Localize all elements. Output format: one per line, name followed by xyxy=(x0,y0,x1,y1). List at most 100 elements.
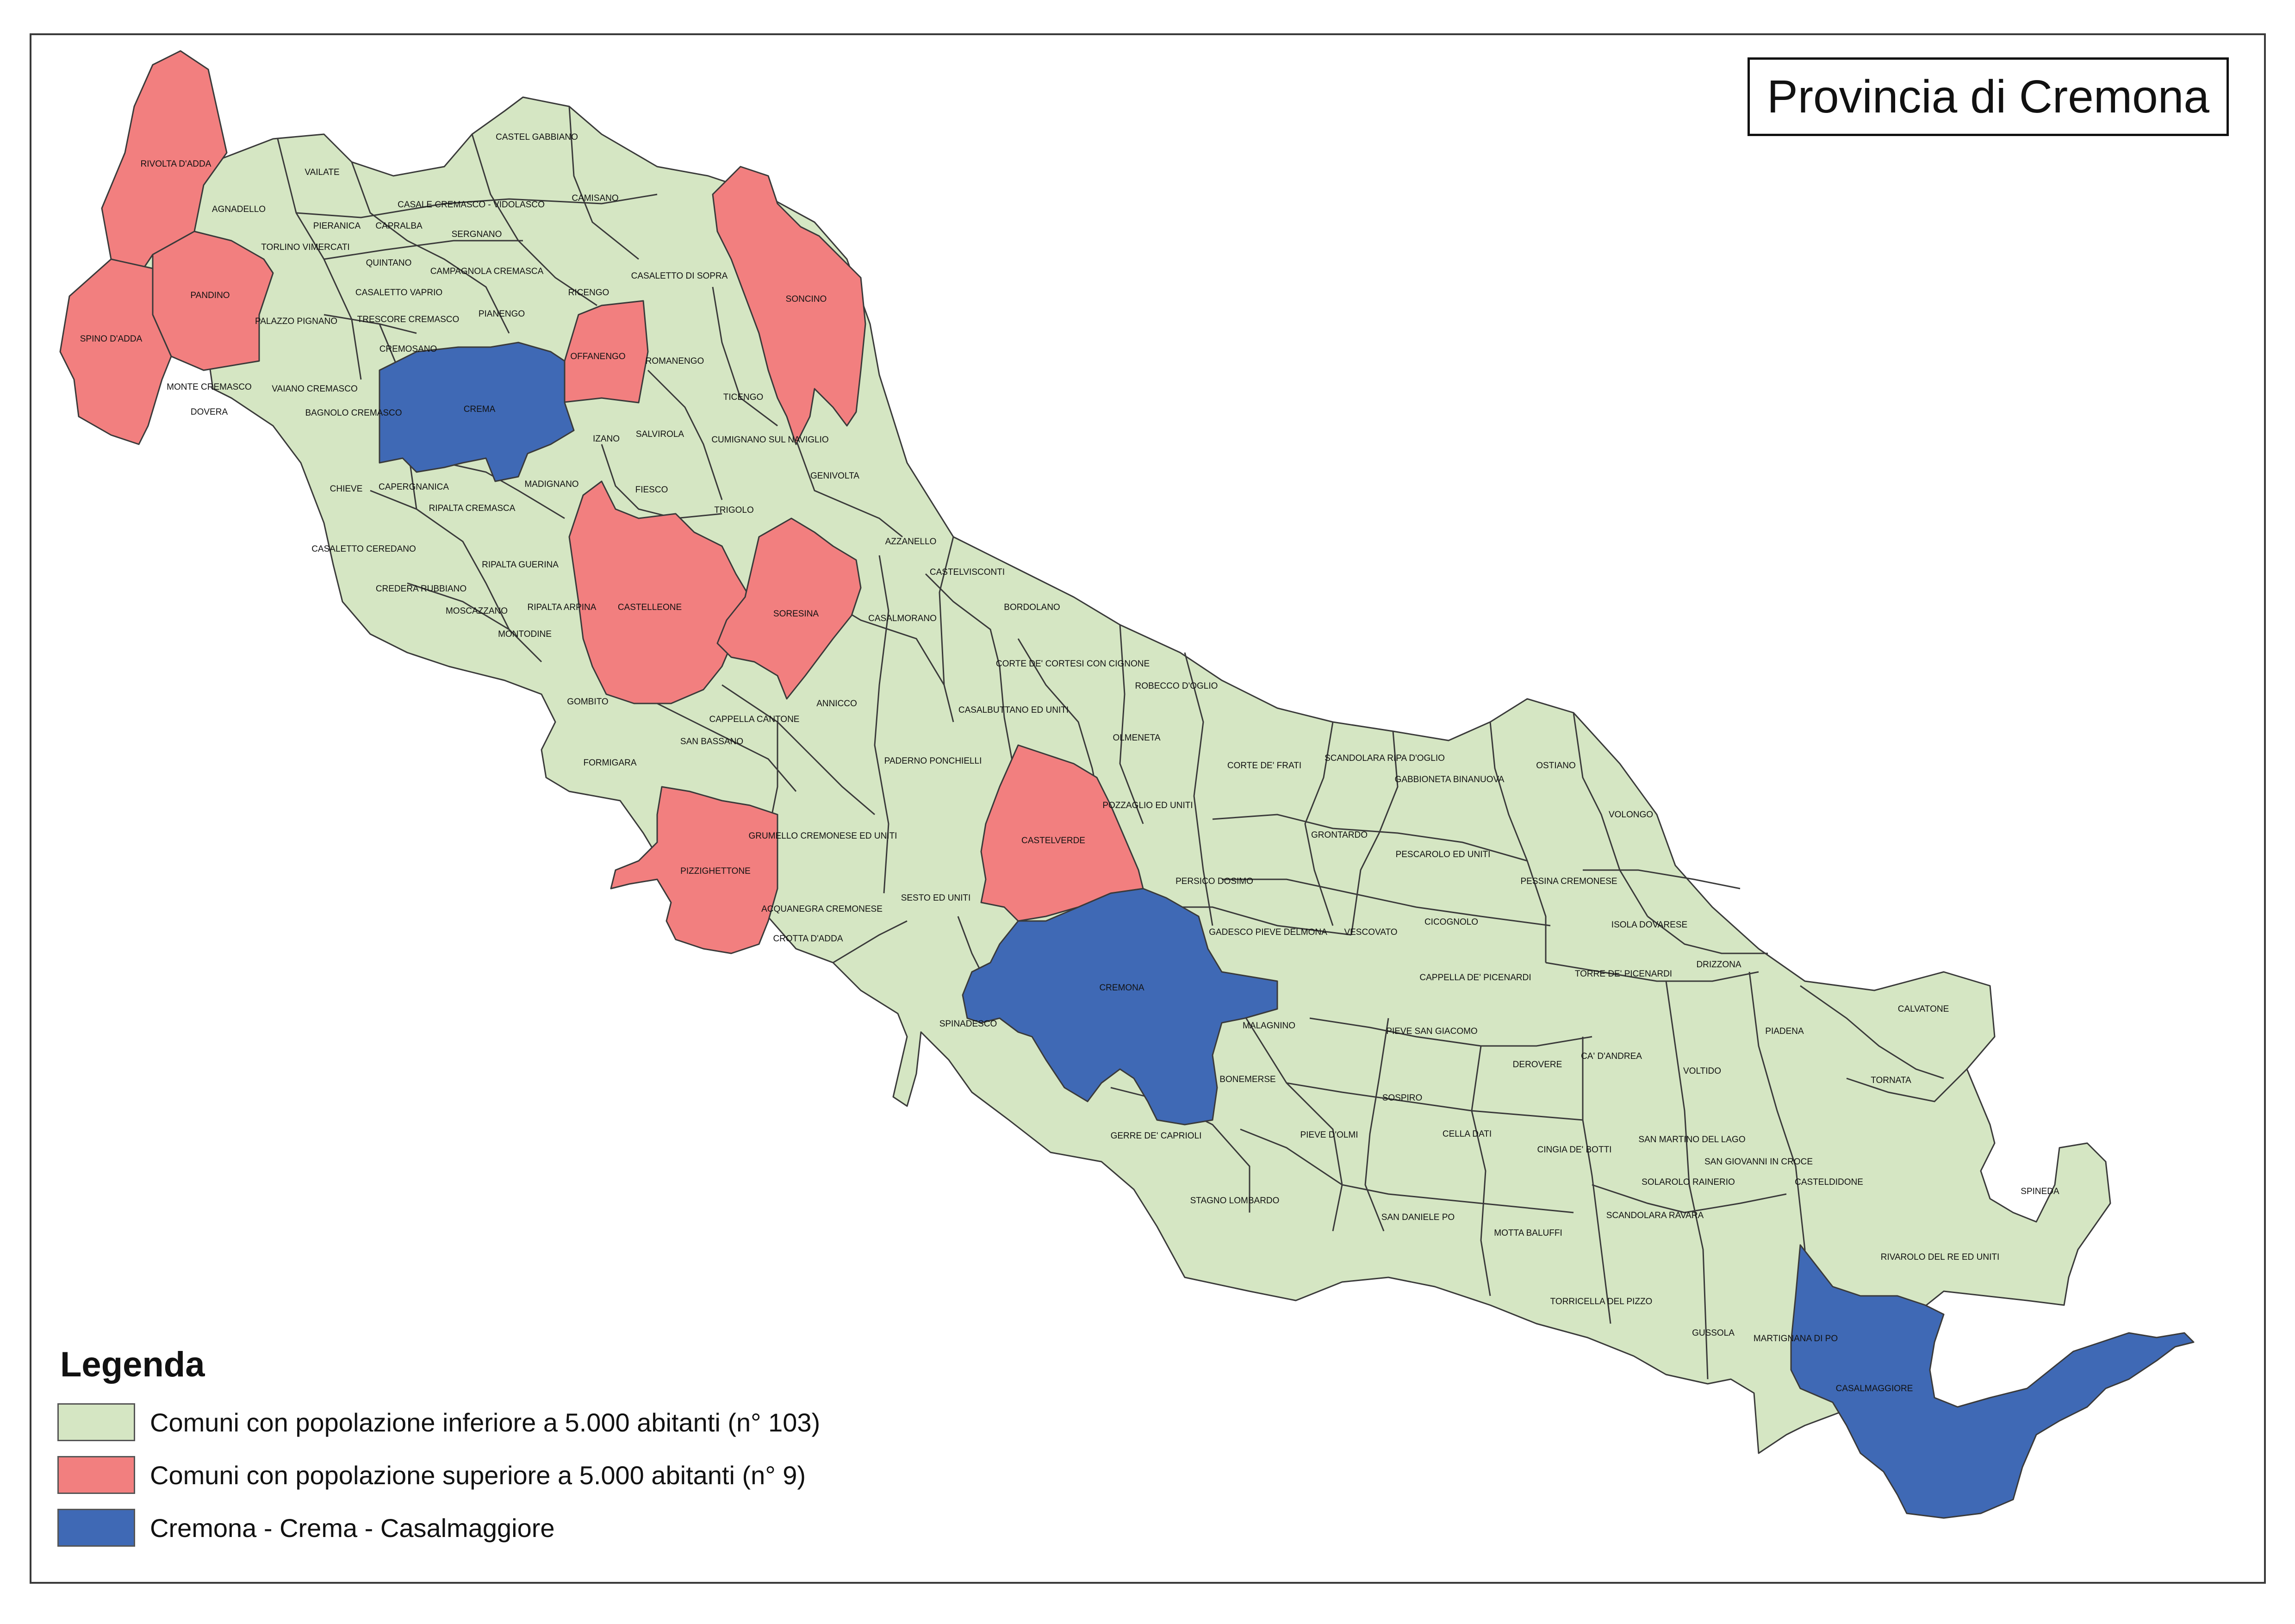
municipality-crema xyxy=(379,342,575,482)
label-cicognolo: CICOGNOLO xyxy=(1424,917,1478,927)
label-cappella-de-picenardi: CAPPELLA DE' PICENARDI xyxy=(1419,973,1531,983)
label-gabbioneta: GABBIONETA BINANUOVA xyxy=(1395,775,1505,784)
label-gombito: GOMBITO xyxy=(567,697,608,707)
label-montodine: MONTODINE xyxy=(498,629,552,639)
label-cingia: CINGIA DE' BOTTI xyxy=(1537,1145,1612,1155)
capoluogo-municipalities xyxy=(379,342,2195,1519)
label-ripalta-cremasca: RIPALTA CREMASCA xyxy=(429,504,516,513)
label-vescovato: VESCOVATO xyxy=(1344,927,1397,937)
label-cremona: CREMONA xyxy=(1099,983,1144,993)
label-sergnano: SERGNANO xyxy=(452,230,502,239)
label-volongo: VOLONGO xyxy=(1609,810,1653,820)
label-quintano: QUINTANO xyxy=(366,258,412,268)
label-castelleone: CASTELLEONE xyxy=(618,603,682,612)
map-title: Provincia di Cremona xyxy=(1767,70,2209,123)
label-madignano: MADIGNANO xyxy=(524,479,578,489)
municipal-boundaries xyxy=(277,106,1968,1380)
label-ricengo: RICENGO xyxy=(568,288,610,298)
label-crotta: CROTTA D'ADDA xyxy=(773,934,843,944)
label-spinadesco: SPINADESCO xyxy=(939,1019,997,1029)
label-genivolta: GENIVOLTA xyxy=(810,471,859,481)
label-motta-baluffi: MOTTA BALUFFI xyxy=(1494,1228,1562,1238)
label-persico-dosimo: PERSICO DOSIMO xyxy=(1175,877,1253,886)
label-san-giovanni: SAN GIOVANNI IN CROCE xyxy=(1704,1157,1813,1167)
label-martignana: MARTIGNANA DI PO xyxy=(1754,1334,1838,1344)
label-crema: CREMA xyxy=(464,404,496,414)
label-rivarolo: RIVAROLO DEL RE ED UNITI xyxy=(1881,1252,2000,1262)
label-bonemerse: BONEMERSE xyxy=(1219,1075,1275,1084)
legend-label-small: Comuni con popolazione inferiore a 5.000… xyxy=(150,1407,821,1437)
label-offanengo: OFFANENGO xyxy=(570,352,625,361)
label-pessina: PESSINA CREMONESE xyxy=(1520,877,1617,886)
label-sospiro: SOSPIRO xyxy=(1382,1093,1423,1103)
label-pianengo: PIANENGO xyxy=(479,309,525,319)
label-soresina: SORESINA xyxy=(773,609,819,619)
legend-swatch-large xyxy=(57,1456,135,1494)
label-castelvisconti: CASTELVISCONTI xyxy=(930,567,1005,577)
label-casalmaggiore: CASALMAGGIORE xyxy=(1836,1384,1913,1394)
label-camisano: CAMISANO xyxy=(572,193,618,203)
label-palazzo-pignano: PALAZZO PIGNANO xyxy=(255,317,337,326)
label-isola-dovarese: ISOLA DOVARESE xyxy=(1611,920,1687,930)
label-izano: IZANO xyxy=(593,434,620,444)
label-scandolara-ravara: SCANDOLARA RAVARA xyxy=(1606,1211,1704,1220)
label-torricella: TORRICELLA DEL PIZZO xyxy=(1550,1297,1653,1307)
label-torre-de-picenardi: TORRE DE' PICENARDI xyxy=(1575,969,1672,979)
label-azzanello: AZZANELLO xyxy=(885,537,937,547)
label-gadesco: GADESCO PIEVE DELMONA xyxy=(1209,927,1327,937)
map-frame xyxy=(30,33,2266,1584)
label-formigara: FORMIGARA xyxy=(583,758,636,768)
label-grumello: GRUMELLO CREMONESE ED UNITI xyxy=(749,831,897,841)
label-pizzighettone: PIZZIGHETTONE xyxy=(680,866,751,876)
label-fiesco: FIESCO xyxy=(635,485,668,495)
label-derovere: DEROVERE xyxy=(1513,1060,1562,1070)
label-robecco: ROBECCO D'OGLIO xyxy=(1135,681,1218,691)
label-olmeneta: OLMENETA xyxy=(1113,733,1160,743)
label-sesto-ed-uniti: SESTO ED UNITI xyxy=(901,893,971,903)
label-grontardo: GRONTARDO xyxy=(1311,830,1368,840)
label-gerre: GERRE DE' CAPRIOLI xyxy=(1111,1131,1202,1141)
label-gussola: GUSSOLA xyxy=(1692,1328,1735,1338)
label-casaletto-ceredano: CASALETTO CEREDANO xyxy=(311,544,416,554)
label-ostiano: OSTIANO xyxy=(1536,761,1576,771)
label-bordolano: BORDOLANO xyxy=(1004,603,1060,612)
label-pieranica: PIERANICA xyxy=(313,221,361,231)
label-ripalta-arpina: RIPALTA ARPINA xyxy=(528,603,597,612)
legend-swatch-small xyxy=(57,1403,135,1441)
label-pieve-dolmi: PIEVE D'OLMI xyxy=(1300,1130,1358,1140)
label-vailate: VAILATE xyxy=(305,168,339,177)
municipality-cremona xyxy=(962,888,1278,1126)
label-scandolara-ripa: SCANDOLARA RIPA D'OGLIO xyxy=(1325,753,1445,763)
label-soncino: SONCINO xyxy=(786,294,827,304)
label-salvirola: SALVIROLA xyxy=(636,429,684,439)
municipality-spino-dadda xyxy=(59,258,172,445)
label-ripalta-guerina: RIPALTA GUERINA xyxy=(482,560,559,570)
label-voltido: VOLTIDO xyxy=(1683,1066,1721,1076)
municipality-soresina xyxy=(716,517,862,700)
label-pieve-san-giacomo: PIEVE SAN GIACOMO xyxy=(1386,1027,1477,1036)
label-capergnanica: CAPERGNANICA xyxy=(379,482,449,492)
label-credera: CREDERA RUBBIANO xyxy=(376,584,466,594)
label-pozzaglio: POZZAGLIO ED UNITI xyxy=(1102,801,1193,810)
label-casteldidone: CASTELDIDONE xyxy=(1795,1177,1863,1187)
legend-item-small: Comuni con popolazione inferiore a 5.000… xyxy=(57,1403,820,1441)
label-ticengo: TICENGO xyxy=(723,392,764,402)
label-agnadello: AGNADELLO xyxy=(212,205,266,214)
label-spineda: SPINEDA xyxy=(2021,1187,2059,1196)
label-castel-gabbiano: CASTEL GABBIANO xyxy=(496,132,578,142)
legend-label-capoluogo: Cremona - Crema - Casalmaggiore xyxy=(150,1513,555,1543)
label-cumignano: CUMIGNANO SUL NAVIGLIO xyxy=(711,435,828,445)
municipality-labels: CASTEL GABBIANO VAILATE AGNADELLO CASALE… xyxy=(80,132,2059,1394)
label-corte-de-cortesi: CORTE DE' CORTESI CON CIGNONE xyxy=(996,659,1150,669)
legend-swatch-capoluogo xyxy=(57,1509,135,1547)
map-title-box: Provincia di Cremona xyxy=(1748,57,2229,136)
label-san-daniele-po: SAN DANIELE PO xyxy=(1381,1213,1455,1222)
label-stagno-lombardo: STAGNO LOMBARDO xyxy=(1190,1196,1280,1206)
label-cella-dati: CELLA DATI xyxy=(1443,1129,1492,1139)
label-cremosano: CREMOSANO xyxy=(379,344,437,354)
legend-item-large: Comuni con popolazione superiore a 5.000… xyxy=(57,1456,820,1494)
label-rivolta-dadda: RIVOLTA D'ADDA xyxy=(141,159,211,169)
label-san-bassano: SAN BASSANO xyxy=(680,737,743,747)
